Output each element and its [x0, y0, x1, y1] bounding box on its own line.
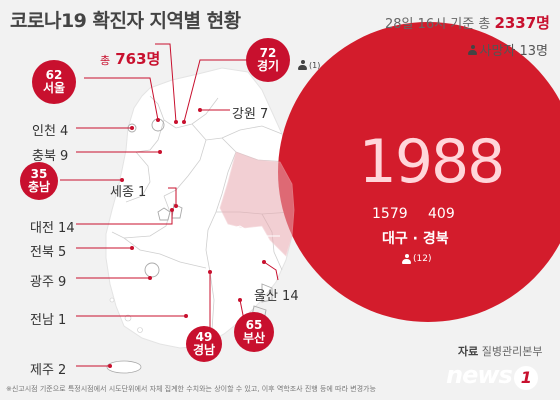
person-icon [298, 60, 307, 70]
chungnam-bubble: 35 충남 [20, 162, 58, 200]
total-count: 2337명 [494, 14, 550, 32]
gyeonggi-count: 72 [259, 46, 277, 61]
sejong-label: 세종 1 [110, 185, 147, 200]
source-label: 자료 [458, 345, 479, 358]
gyeonggi-deaths: (1) [298, 60, 320, 70]
person-icon [402, 254, 411, 264]
person-icon [468, 44, 478, 55]
daegu-gyeongbuk-names: 대구 · 경북 [382, 231, 449, 247]
capital-area-total-prefix: 총 [100, 54, 111, 67]
seoul-bubble: 62 서울 [32, 60, 76, 104]
source: 자료 질병관리본부 [458, 343, 542, 359]
jeju-island [106, 360, 142, 374]
leader-lines [60, 43, 279, 367]
footnote: ※신고시점 기준으로 특정시점에서 시도단위에서 자체 집계한 수치와는 상이할… [6, 385, 376, 393]
page-title: 코로나19 확진자 지역별 현황 [10, 10, 241, 32]
total-deaths-value: 사망자 13명 [479, 44, 548, 59]
jeonnam-label: 전남 1 [30, 313, 67, 328]
gyeonggi-bubble: 72 경기 [246, 38, 290, 82]
daegu-gyeongbuk-deaths: (12) [402, 254, 431, 264]
chungnam-count: 35 [30, 167, 48, 182]
leader-dots [108, 108, 266, 368]
source-value: 질병관리본부 [481, 345, 543, 358]
chungbuk-label: 충북 9 [32, 149, 69, 164]
gyeongbuk-count: 409 [428, 206, 455, 222]
gyeongnam-name: 경남 [192, 343, 216, 357]
seoul-name: 서울 [42, 81, 66, 95]
daegu-gyeongbuk-total: 1988 [358, 127, 506, 197]
busan-bubble: 65 부산 [234, 312, 274, 352]
incheon-label: 인천 4 [32, 124, 69, 139]
daegu-gyeongbuk-bubble [278, 22, 560, 322]
news1-logo: news 1 [446, 361, 538, 390]
seoul-count: 62 [45, 68, 63, 83]
gyeonggi-deaths-value: (1) [309, 60, 321, 70]
busan-count: 65 [245, 318, 263, 333]
capital-area-total-value: 763명 [115, 50, 161, 68]
busan-name: 부산 [242, 331, 266, 345]
logo-mark: 1 [513, 366, 538, 390]
daegu-gyeongbuk-deaths-value: (12) [413, 254, 432, 264]
as-of-total: 28일 16시 기준 총 2337명 [385, 12, 550, 33]
gangwon-label: 강원 7 [232, 107, 269, 122]
gyeongnam-count: 49 [195, 330, 213, 345]
gyeongnam-bubble: 49 경남 [186, 326, 222, 362]
ulsan-label: 울산 14 [254, 289, 299, 304]
logo-text: news [446, 361, 513, 389]
jeju-label: 제주 2 [30, 363, 67, 378]
daejeon-label: 대전 14 [30, 221, 75, 236]
total-deaths: 사망자 13명 [468, 40, 548, 59]
capital-area-total: 총 763명 [100, 48, 160, 69]
jeonbuk-label: 전북 5 [30, 245, 67, 260]
daegu-count: 1579 [372, 206, 408, 222]
gyeonggi-name: 경기 [256, 59, 280, 73]
chungnam-name: 충남 [27, 180, 51, 194]
gwangju-label: 광주 9 [30, 275, 67, 290]
as-of-prefix: 28일 16시 기준 총 [385, 17, 491, 32]
